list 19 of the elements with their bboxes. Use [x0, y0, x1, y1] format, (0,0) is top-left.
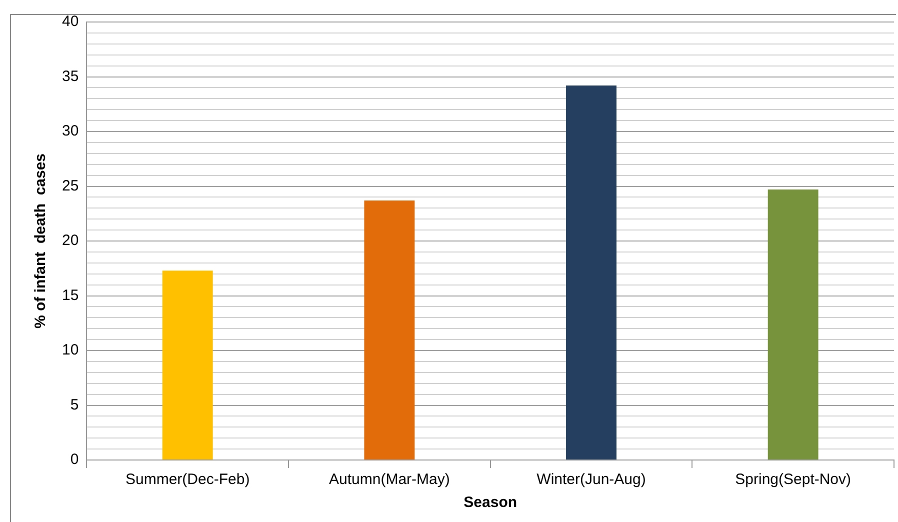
y-tick-label: 10 — [62, 342, 79, 359]
x-tick-label: Autumn(Mar-May) — [329, 471, 450, 488]
x-tick-label: Summer(Dec-Feb) — [126, 471, 250, 488]
y-tick-label: 20 — [62, 232, 79, 250]
y-tick-label: 35 — [62, 68, 79, 85]
y-axis-title: % of infant death cases — [32, 153, 50, 329]
y-tick-label: 25 — [62, 177, 79, 194]
y-tick-label: 40 — [62, 13, 79, 30]
y-tick-label: 5 — [70, 396, 79, 414]
y-tick-label: 15 — [62, 286, 79, 304]
x-tick-label: Spring(Sept-Nov) — [735, 471, 852, 488]
bar — [768, 190, 818, 460]
bar — [162, 270, 213, 460]
y-tick-label: 0 — [70, 451, 79, 468]
bar — [566, 86, 616, 460]
x-tick-label: Winter(Jun-Aug) — [536, 471, 646, 488]
y-tick-label: 30 — [62, 122, 79, 140]
bar — [364, 200, 415, 460]
x-axis-title: Season — [464, 494, 518, 512]
